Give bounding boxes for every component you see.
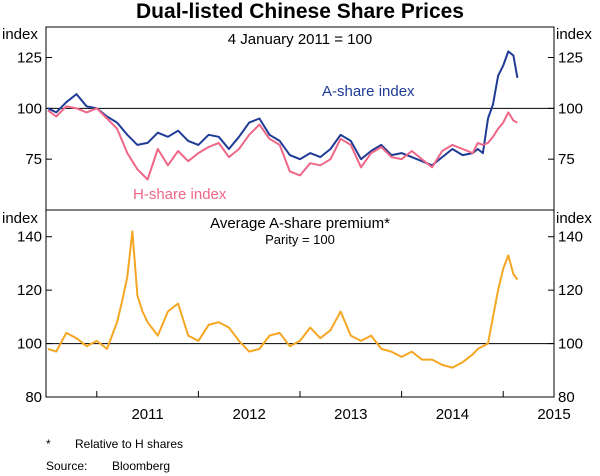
bottom-series-group	[47, 230, 519, 369]
bottom-panel-subtitle2: Parity = 100	[265, 232, 335, 247]
y-tick-label-right: 120	[558, 282, 583, 299]
x-tick-label: 2011	[131, 406, 163, 423]
footnote-mark: *	[46, 437, 51, 451]
y-tick-label-right: 140	[558, 229, 583, 246]
top-series-group	[47, 50, 519, 181]
a-share-series-label: A-share index	[322, 83, 415, 100]
y-tick-label-right: 80	[558, 389, 575, 406]
top-panel-subtitle: 4 January 2011 = 100	[228, 31, 372, 48]
x-tick-label: 2015	[537, 406, 570, 423]
bottom-panel-subtitle: Average A-share premium*	[210, 215, 390, 232]
y-tick-label-right: 125	[558, 50, 583, 67]
h-share-series-label: H-share index	[133, 186, 227, 203]
y-tick-label-left: 75	[25, 151, 42, 168]
footnote-text: Relative to H shares	[75, 437, 183, 451]
y-tick-label-left: 140	[17, 229, 42, 246]
y-tick-label-right: 100	[558, 336, 583, 353]
y-tick-label-left: 125	[17, 50, 42, 67]
y-tick-label-left: 100	[17, 336, 42, 353]
bottom-panel: index index Average A-share premium* Par…	[2, 209, 592, 423]
y-tick-label-left: 80	[25, 389, 42, 406]
top-panel: index index 4 January 2011 = 100 75 75 100…	[2, 26, 592, 211]
bottom-left-axis-label: index	[2, 210, 38, 227]
y-tick-label-right: 100	[558, 100, 583, 117]
y-tick-label-left: 100	[17, 100, 42, 117]
average-a-share-premium-line	[47, 230, 519, 369]
y-tick-label-left: 120	[17, 282, 42, 299]
bottom-right-axis-label: index	[556, 210, 592, 227]
x-tick-label: 2013	[334, 406, 367, 423]
bottom-y-ticks: 80 80 100 100 120 120 140 140	[17, 229, 583, 406]
a-share-index-line	[47, 50, 519, 167]
chart-title: Dual-listed Chinese Share Prices	[136, 0, 464, 23]
y-tick-label-right: 75	[558, 151, 575, 168]
source-label: Source:	[46, 459, 87, 473]
source-text: Bloomberg	[112, 459, 170, 473]
top-y-ticks: 75 75 100 100 125 125	[17, 50, 583, 169]
x-tick-label: 2012	[233, 406, 266, 423]
top-left-axis-label: index	[2, 26, 38, 43]
top-panel-frame	[45, 26, 555, 211]
h-share-index-line	[47, 105, 518, 181]
x-axis-ticks: 2011 2012 2013 2014 2015	[96, 391, 571, 423]
top-right-axis-label: index	[556, 26, 592, 43]
x-tick-label: 2014	[436, 406, 469, 423]
